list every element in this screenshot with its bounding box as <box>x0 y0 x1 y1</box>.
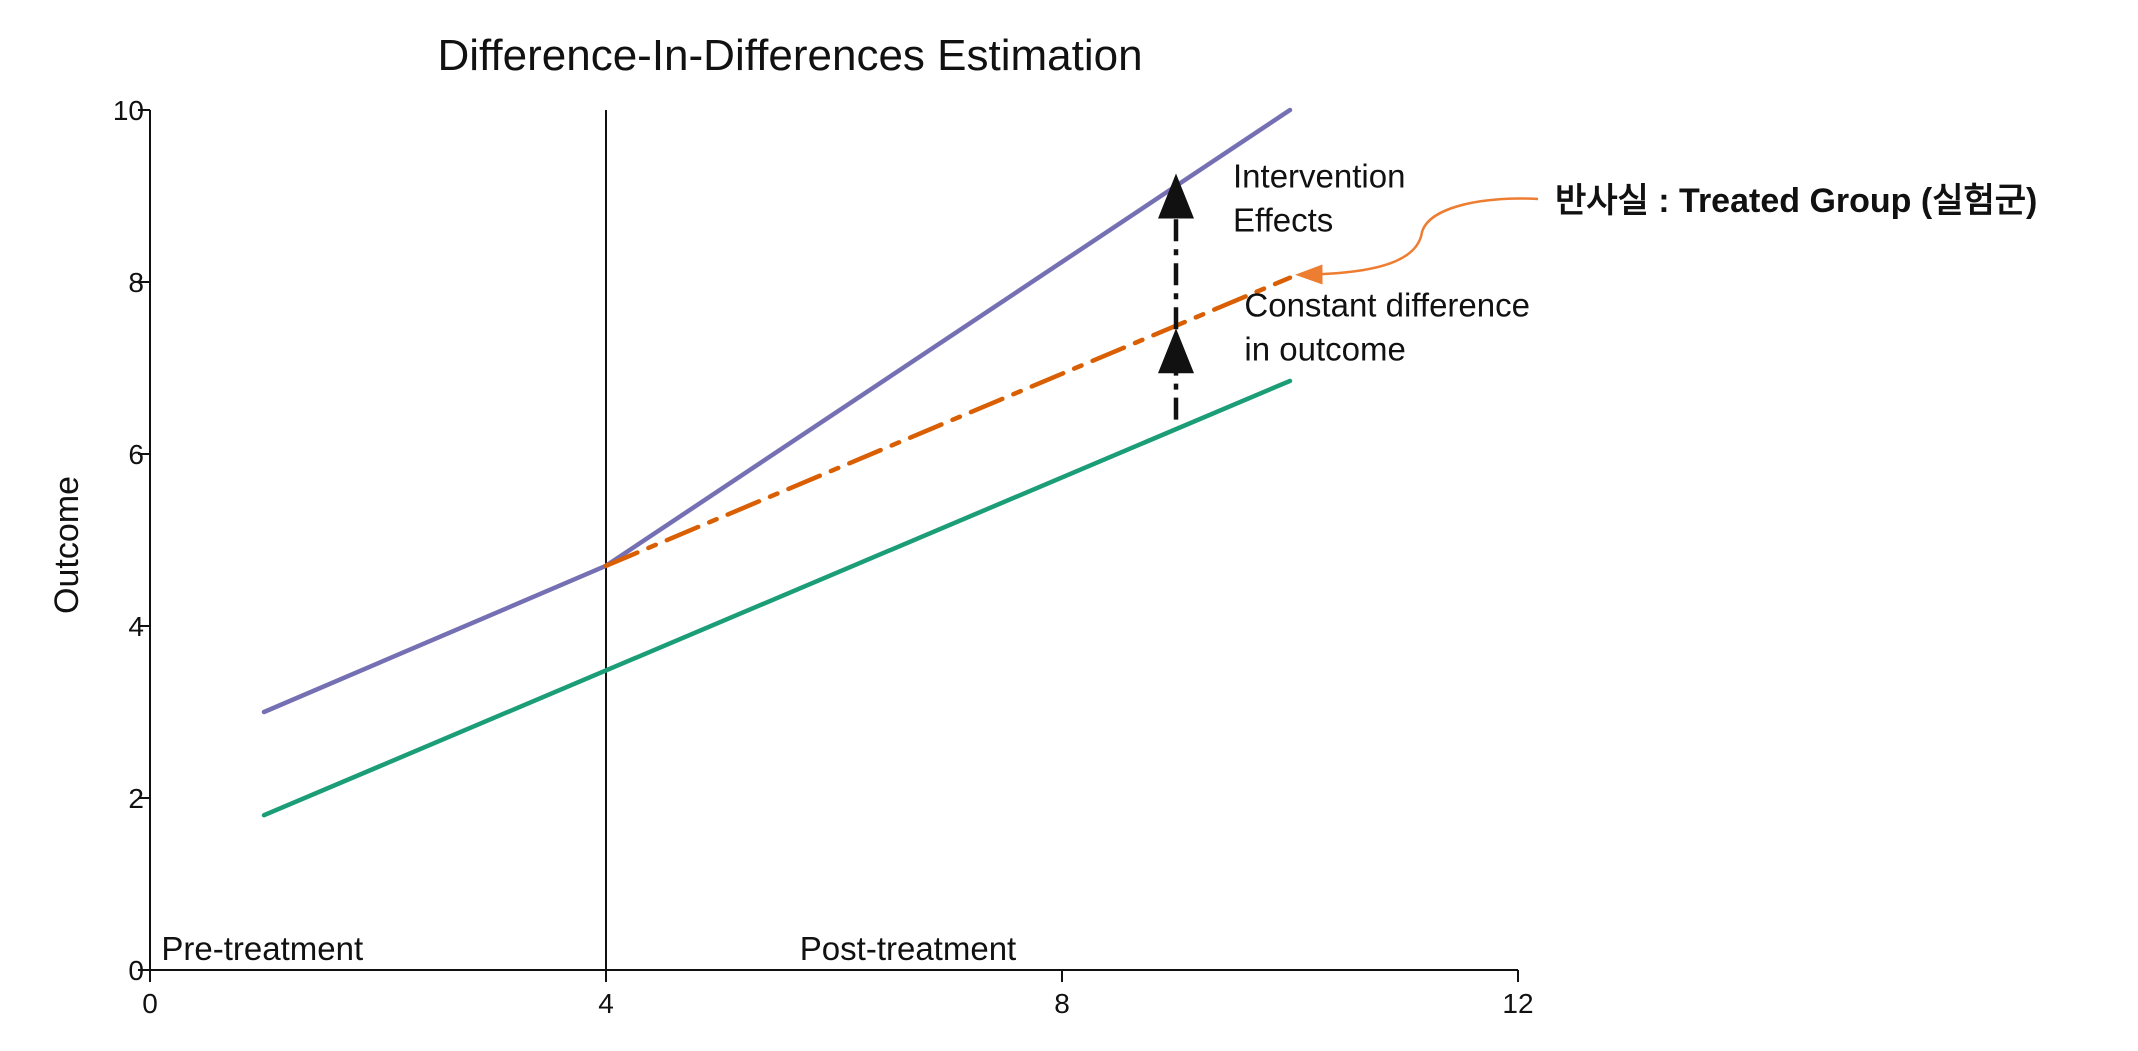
x-tick-label: 12 <box>1502 988 1533 1019</box>
y-tick-label: 4 <box>128 611 144 642</box>
annotation-line: Constant difference <box>1244 286 1530 323</box>
y-axis-label: Outcome <box>48 476 86 614</box>
annotation-line: Intervention <box>1233 157 1405 194</box>
x-tick-label: 0 <box>142 988 158 1019</box>
y-tick-label: 2 <box>128 783 144 814</box>
series-line-3 <box>603 275 1293 569</box>
callout-arrow <box>1295 197 1539 285</box>
annotation-text: Intervention Effects <box>1233 157 1405 238</box>
callout-text: 반사실 : Treated Group (실험군) <box>1555 182 2037 220</box>
annotation-text: Constant difference in outcome <box>1244 286 1530 367</box>
x-tick-label: 4 <box>598 988 614 1019</box>
annotations: Pre-treatment Post-treatment Intervention E… <box>161 157 2037 967</box>
y-tick-label: 10 <box>113 95 144 126</box>
period-label: Post-treatment <box>800 930 1016 967</box>
axes: 0 4 8 12 0 2 4 6 8 10 <box>113 95 1534 1019</box>
series-line-1 <box>261 107 1293 715</box>
y-tick-label: 8 <box>128 267 144 298</box>
period-label: Pre-treatment <box>161 930 363 967</box>
y-tick-label: 6 <box>128 439 144 470</box>
x-tick-label: 8 <box>1054 988 1070 1019</box>
annotation-line: Effects <box>1233 201 1333 238</box>
annotation-line: in outcome <box>1244 330 1405 367</box>
chart-title: Difference-In-Differences Estimation <box>437 31 1142 80</box>
y-tick-label: 0 <box>128 955 144 986</box>
series-group <box>261 107 1293 818</box>
series-line-2 <box>261 378 1293 818</box>
